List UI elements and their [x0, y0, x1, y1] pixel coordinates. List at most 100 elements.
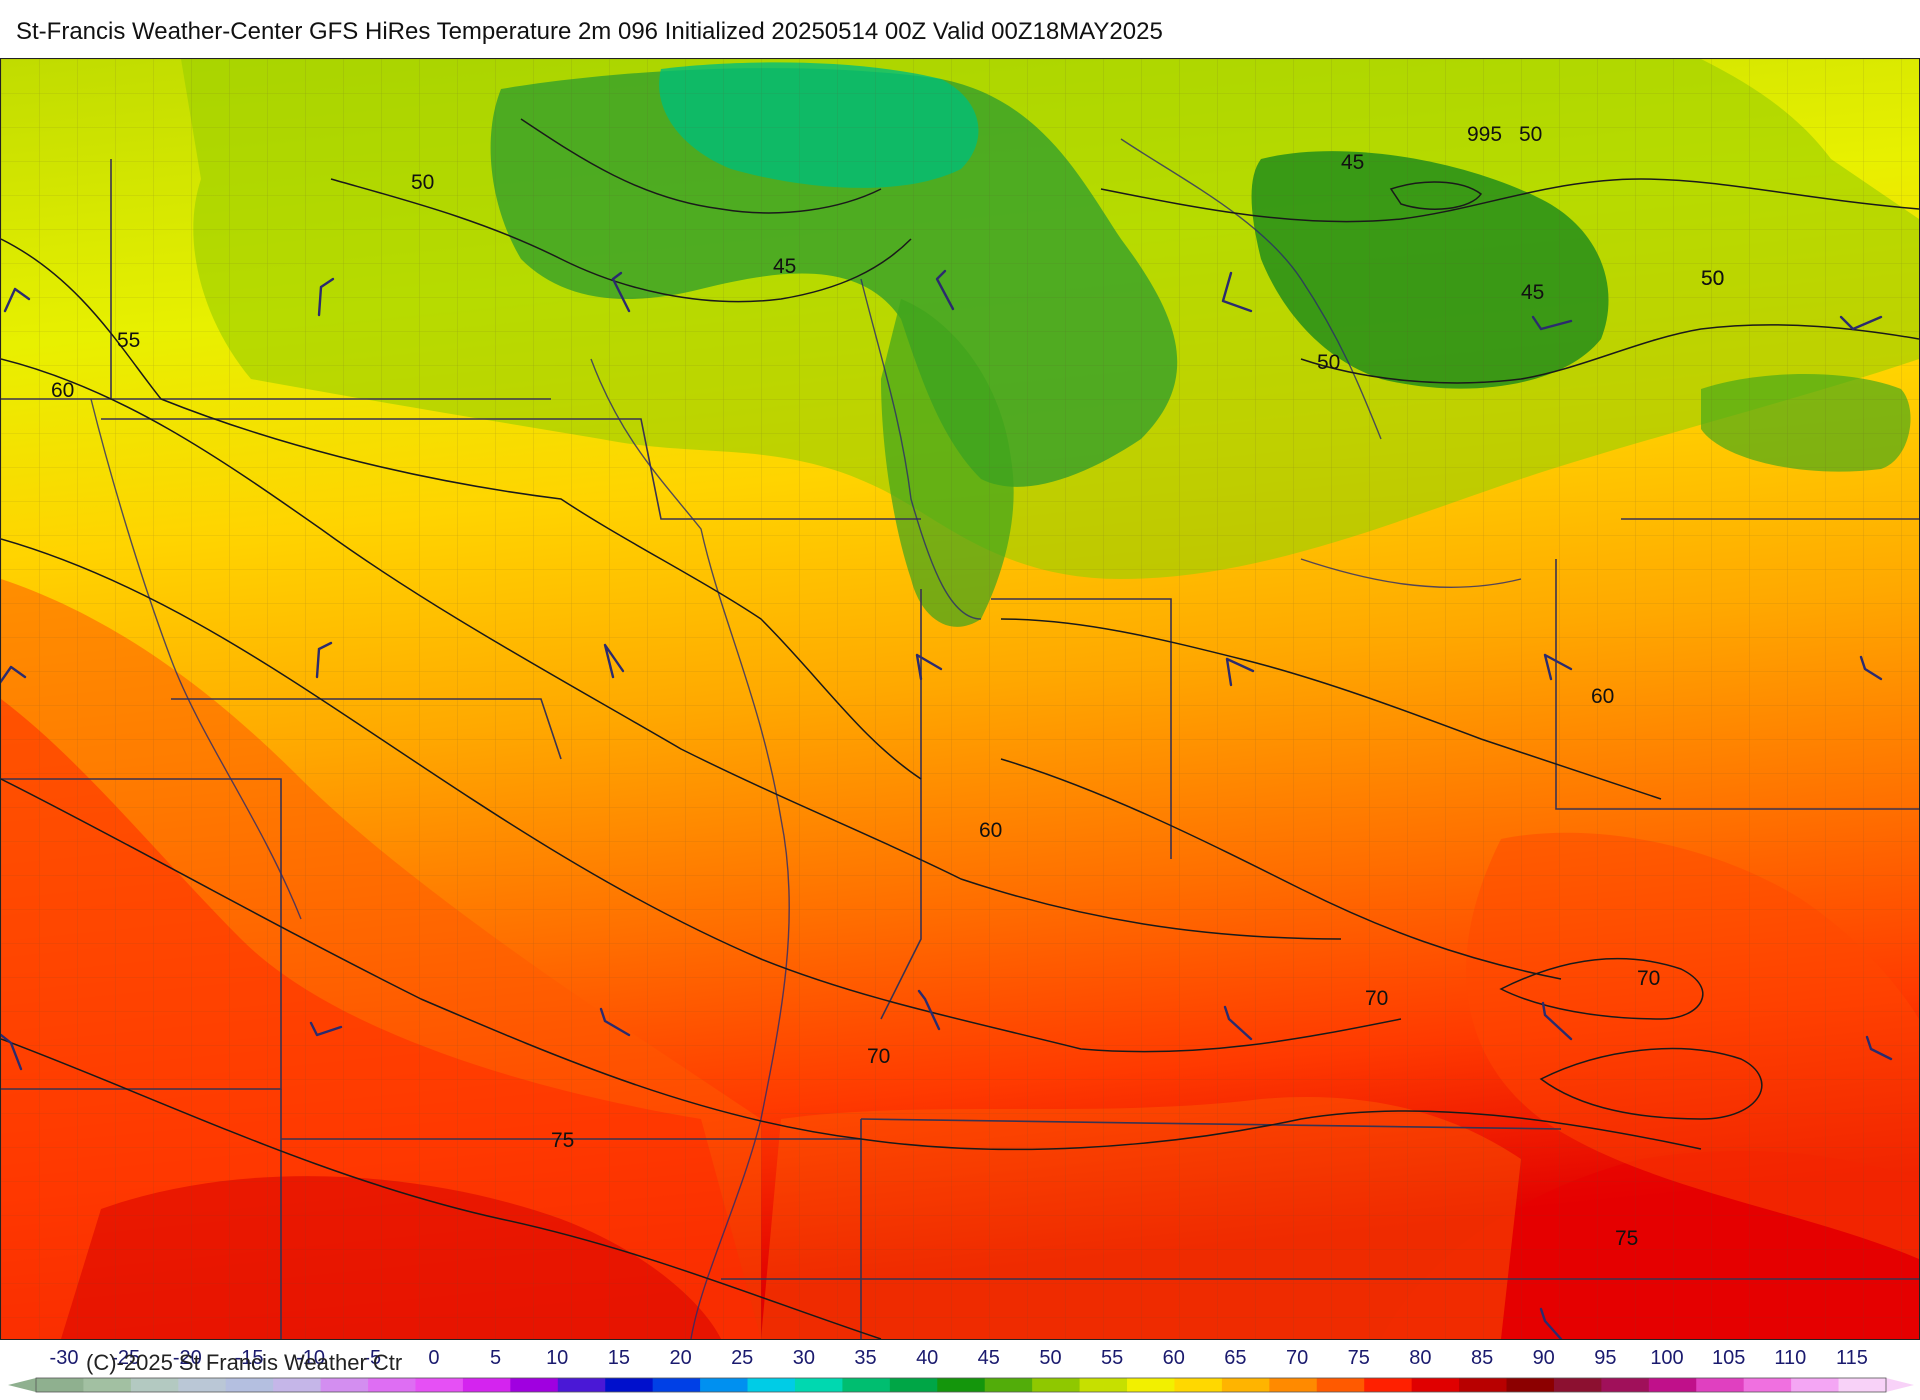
colorbar-swatch — [1791, 1378, 1840, 1392]
colorbar-tick-label: -20 — [173, 1347, 202, 1369]
contour-label: 70 — [867, 1045, 890, 1068]
colorbar-tick-label: -25 — [111, 1347, 140, 1369]
colorbar-swatch — [605, 1378, 654, 1392]
colorbar-tick-label: 5 — [490, 1347, 501, 1369]
colorbar-swatch — [1601, 1378, 1650, 1392]
colorbar-swatch — [794, 1378, 844, 1392]
colorbar-tick-label: 0 — [428, 1347, 439, 1369]
colorbar-swatch — [1648, 1378, 1697, 1392]
colorbar-swatch — [320, 1378, 369, 1392]
colorbar-swatch — [842, 1378, 891, 1392]
colorbar-swatch — [652, 1378, 701, 1392]
colorbar-tick-label: 40 — [916, 1347, 938, 1369]
wind-barbs — [1, 269, 1893, 1339]
colorbar-swatch — [1506, 1378, 1555, 1392]
colorbar-outline — [35, 1377, 1887, 1393]
colorbar-swatch — [1127, 1378, 1176, 1392]
colorbar-swatch — [1079, 1378, 1128, 1392]
colorbar-tick-label: 30 — [793, 1347, 815, 1369]
colorbar-swatch — [178, 1378, 227, 1392]
colorbar-tick-label: 25 — [731, 1347, 753, 1369]
colorbar-tick-label: 95 — [1594, 1347, 1616, 1369]
colorbar-tick-label: 80 — [1409, 1347, 1431, 1369]
colorbar-swatch — [1221, 1378, 1270, 1392]
contour-label: 60 — [51, 379, 74, 402]
colorbar-tick-label: 100 — [1650, 1347, 1683, 1369]
colorbar-tick-label: 10 — [546, 1347, 568, 1369]
map-title: St-Francis Weather-Center GFS HiRes Temp… — [16, 18, 1163, 45]
colorbar-swatch — [889, 1378, 938, 1392]
colorbar-tick-label: -30 — [50, 1347, 79, 1369]
colorbar-swatch — [462, 1378, 511, 1392]
colorbar-tick-label: 60 — [1163, 1347, 1185, 1369]
colorbar-tick-label: 105 — [1712, 1347, 1745, 1369]
colorbar-swatch — [368, 1378, 417, 1392]
contour-label: 60 — [979, 819, 1002, 842]
colorbar-tick-label: 35 — [854, 1347, 876, 1369]
colorbar-swatch — [83, 1378, 132, 1392]
colorbar-swatch — [984, 1378, 1033, 1392]
colorbar-swatch — [225, 1378, 274, 1392]
contour-label: 995 — [1467, 123, 1502, 146]
title-bar: St-Francis Weather-Center GFS HiRes Temp… — [0, 0, 1920, 58]
colorbar-tick-label: 85 — [1471, 1347, 1493, 1369]
temperature-map: 50 45 55 60 50 45 995 50 50 45 50 60 60 … — [0, 58, 1920, 1340]
colorbar-swatch — [1411, 1378, 1460, 1392]
copyright-text: (C)-2025 St Francis Weather Ctr — [86, 1350, 403, 1375]
colorbar-swatch — [1696, 1378, 1745, 1392]
contour-label: 75 — [1615, 1227, 1638, 1250]
colorbar-swatch — [273, 1378, 322, 1392]
colorbar-swatch — [1459, 1378, 1508, 1392]
colorbar-arrow-left — [8, 1378, 36, 1392]
colorbar-swatch — [700, 1378, 749, 1392]
colorbar-swatch — [415, 1378, 464, 1392]
colorbar-swatches — [8, 1377, 1914, 1393]
colorbar-tick-label: 90 — [1533, 1347, 1555, 1369]
colorbar-swatch — [1553, 1378, 1602, 1392]
contour-label: 50 — [1519, 123, 1542, 146]
contour-label: 70 — [1637, 967, 1660, 990]
color-legend: -30 -25 -20 -15 -10 -5 0 5 10 15 20 25 30 35 40 45 50 55 6… — [0, 1340, 1920, 1400]
contour-label: 45 — [1341, 151, 1364, 174]
contour-label: 60 — [1591, 685, 1614, 708]
colorbar-tick-label: -15 — [235, 1347, 264, 1369]
map-canvas: 50 45 55 60 50 45 995 50 50 45 50 60 60 … — [1, 59, 1919, 1339]
colorbar-tick-label: -5 — [363, 1347, 381, 1369]
colorbar: -30 -25 -20 -15 -10 -5 0 5 10 15 20 25 30 35 40 45 50 55 6… — [8, 1347, 1914, 1393]
contour-label: 70 — [1365, 987, 1388, 1010]
colorbar-swatch — [937, 1378, 986, 1392]
colorbar-ticks: -30 -25 -20 -15 -10 -5 0 5 10 15 20 25 30 35 40 45 50 55 6… — [50, 1347, 1868, 1369]
contour-label: 55 — [117, 329, 140, 352]
colorbar-swatch — [510, 1378, 559, 1392]
water-boundaries — [90, 138, 1522, 1339]
colorbar-swatch — [1032, 1378, 1081, 1392]
colorbar-tick-label: 20 — [669, 1347, 691, 1369]
contour-label: 50 — [1701, 267, 1724, 290]
colorbar-tick-label: 115 — [1836, 1347, 1868, 1369]
colorbar-tick-label: 110 — [1774, 1347, 1806, 1369]
colorbar-swatch — [1174, 1378, 1223, 1392]
colorbar-tick-label: 75 — [1348, 1347, 1370, 1369]
colorbar-tick-label: 45 — [978, 1347, 1000, 1369]
colorbar-tick-label: 55 — [1101, 1347, 1123, 1369]
contour-label: 50 — [1701, 267, 1724, 290]
colorbar-tick-label: 70 — [1286, 1347, 1308, 1369]
colorbar-swatch — [1364, 1378, 1413, 1392]
colorbar-swatch — [747, 1378, 796, 1392]
colorbar-swatch — [130, 1378, 179, 1392]
contour-label-group: 50 45 55 60 50 45 995 50 50 45 50 60 60 … — [51, 123, 1724, 1250]
contour-label: 45 — [773, 255, 796, 278]
isotherm-contours — [1, 118, 1919, 1339]
contour-label: 45 — [1521, 281, 1544, 304]
colorbar-swatch — [1743, 1378, 1792, 1392]
colorbar-tick-label: 50 — [1039, 1347, 1061, 1369]
colorbar-tick-label: 15 — [608, 1347, 630, 1369]
colorbar-swatch — [1316, 1378, 1365, 1392]
contour-label: 75 — [551, 1129, 574, 1152]
colorbar-arrow-right — [1886, 1378, 1914, 1392]
colorbar-swatch — [1838, 1378, 1887, 1392]
colorbar-swatch — [1269, 1378, 1318, 1392]
colorbar-swatch — [36, 1378, 85, 1392]
colorbar-tick-label: 65 — [1224, 1347, 1246, 1369]
colorbar-tick-label: -10 — [296, 1347, 325, 1369]
